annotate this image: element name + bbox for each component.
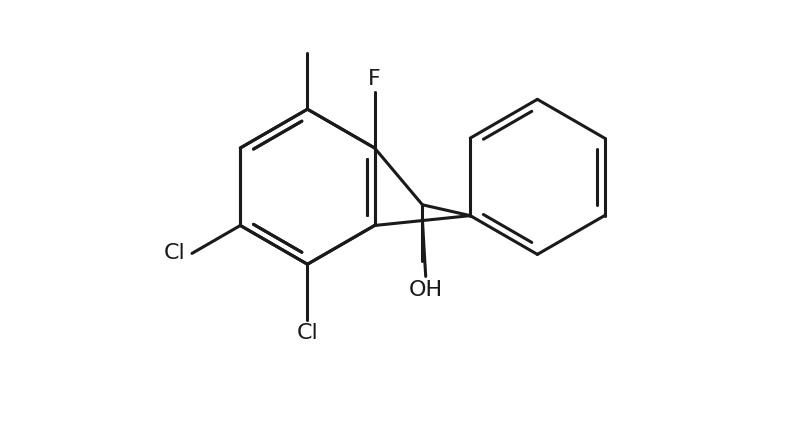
Text: OH: OH [408,280,442,299]
Text: F: F [367,69,380,89]
Text: Cl: Cl [164,243,185,263]
Text: Cl: Cl [296,323,318,343]
